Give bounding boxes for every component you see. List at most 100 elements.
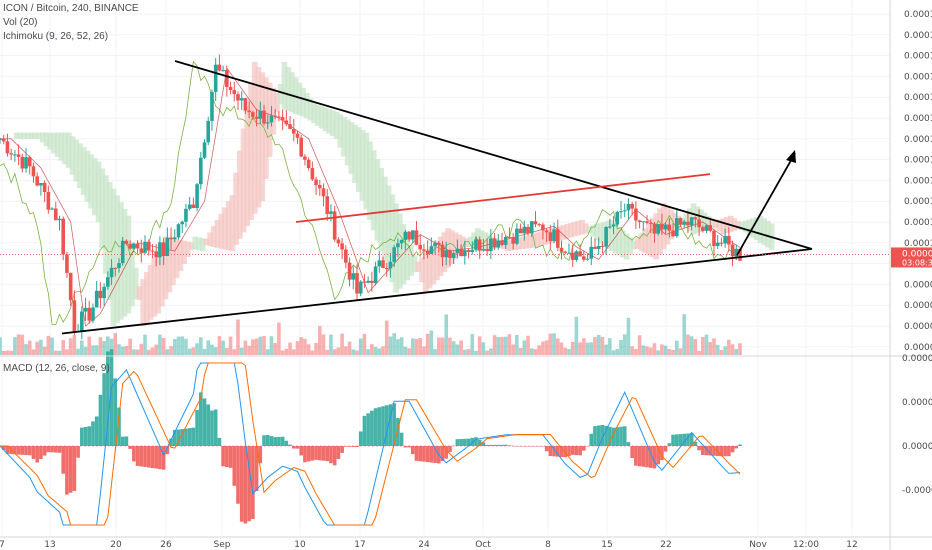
candle-body	[61, 218, 66, 255]
cloud-segment	[445, 228, 451, 268]
volume-bar	[243, 340, 248, 355]
cloud-segment	[13, 132, 20, 139]
cloud-segment	[240, 128, 247, 233]
cloud-segment	[430, 244, 437, 285]
macd-histogram-bar	[541, 446, 545, 447]
candle-body	[674, 218, 679, 237]
macd-histogram-bar	[150, 446, 155, 469]
symbol-title[interactable]: ICON / Bitcoin, 240, BINANCE	[3, 3, 139, 14]
macd-histogram-bar	[247, 446, 251, 522]
cloud-segment	[541, 230, 548, 245]
volume-bar	[262, 335, 266, 355]
volume-bar	[191, 347, 196, 355]
macd-histogram-bar	[682, 433, 687, 446]
candle-body	[634, 208, 638, 221]
cloud-segment	[184, 241, 191, 257]
macd-histogram-bar	[20, 446, 25, 455]
cloud-segment	[214, 219, 221, 248]
y-tick-label: 0.0000850	[904, 301, 932, 311]
macd-histogram-bar	[507, 445, 512, 446]
macd-histogram-bar	[500, 444, 504, 446]
candle-body	[451, 253, 456, 258]
cloud-segment	[623, 233, 630, 260]
cloud-segment	[646, 223, 652, 256]
cloud-segment	[352, 124, 358, 183]
cloud-segment	[515, 237, 522, 250]
y-tick-label: 0.0001450	[904, 52, 932, 62]
macd-histogram-bar	[596, 425, 601, 446]
volume-bar	[548, 333, 553, 355]
macd-histogram-bar	[336, 446, 341, 460]
cloud-segment	[73, 139, 80, 182]
candle-body	[440, 244, 445, 258]
macd-histogram-bar	[109, 349, 114, 446]
macd-histogram-bar	[169, 438, 173, 446]
volume-bar	[381, 346, 385, 355]
candle-body	[738, 248, 742, 261]
cloud-segment	[582, 223, 589, 234]
candle-body	[161, 242, 166, 257]
cloud-segment	[404, 234, 411, 281]
candle-body	[403, 231, 408, 240]
candle-body	[340, 243, 344, 250]
cloud-segment	[753, 217, 760, 241]
cloud-segment	[114, 195, 120, 323]
candle-body	[31, 166, 36, 177]
macd-histogram-bar	[176, 429, 181, 446]
cloud-segment	[188, 242, 195, 250]
trend-drawings[interactable]	[61, 60, 813, 335]
volume-bar	[678, 348, 683, 355]
cloud-segment	[370, 150, 377, 231]
macd-histogram-bar	[16, 446, 21, 455]
volume-bar	[444, 314, 449, 355]
ichimoku-indicator-label[interactable]: Ichimoku (9, 26, 52, 26)	[3, 31, 109, 42]
candle-body	[239, 98, 244, 101]
candle-body	[117, 263, 121, 269]
macd-histogram-bar	[366, 413, 370, 446]
volume-bar	[559, 342, 564, 355]
y-tick-label: 0.0001400	[904, 72, 932, 82]
macd-histogram-bar	[656, 446, 660, 465]
volume-indicator-label[interactable]: Vol (20)	[3, 17, 38, 28]
cloud-segment	[233, 172, 239, 245]
candle-body	[604, 227, 608, 247]
cloud-segment	[181, 240, 187, 265]
macd-histogram-bar	[723, 446, 727, 457]
macd-histogram-bar	[455, 439, 460, 446]
macd-histogram-bar	[578, 446, 582, 456]
volume-bar	[715, 344, 720, 355]
candle-body	[228, 86, 233, 91]
volume-bar	[143, 334, 147, 355]
volume-bar	[481, 342, 486, 355]
candle-body	[563, 251, 568, 253]
macd-y-tick-label: -0.0000	[902, 486, 932, 496]
candle-body	[474, 239, 478, 250]
candle-body	[314, 179, 318, 185]
macd-histogram-bar	[701, 446, 705, 455]
macd-indicator-label[interactable]: MACD (12, 26, close, 9)	[3, 363, 110, 374]
candle-body	[247, 110, 251, 113]
volume-bar	[522, 340, 527, 355]
candle-body	[552, 229, 556, 242]
candle-body	[347, 262, 352, 280]
macd-histogram-bar	[738, 444, 742, 446]
cloud-segment	[65, 132, 72, 168]
cloud-segment	[318, 106, 325, 129]
candle-body	[708, 225, 713, 231]
macd-histogram-bar	[608, 426, 612, 446]
volume-bar	[396, 339, 400, 355]
macd-histogram-bar	[254, 446, 259, 492]
candle-body	[570, 252, 575, 260]
volume-bar	[176, 336, 181, 355]
volume-bar	[503, 336, 508, 355]
volume-bar	[120, 346, 125, 355]
candle-body	[27, 157, 32, 167]
volume-bar	[455, 344, 460, 355]
macd-histogram-bar	[712, 446, 716, 456]
volume-bar	[98, 337, 103, 355]
volume-bar	[615, 348, 620, 355]
candle-body	[295, 133, 300, 138]
macd-histogram-bar	[392, 403, 396, 446]
volume-bar	[585, 342, 590, 355]
